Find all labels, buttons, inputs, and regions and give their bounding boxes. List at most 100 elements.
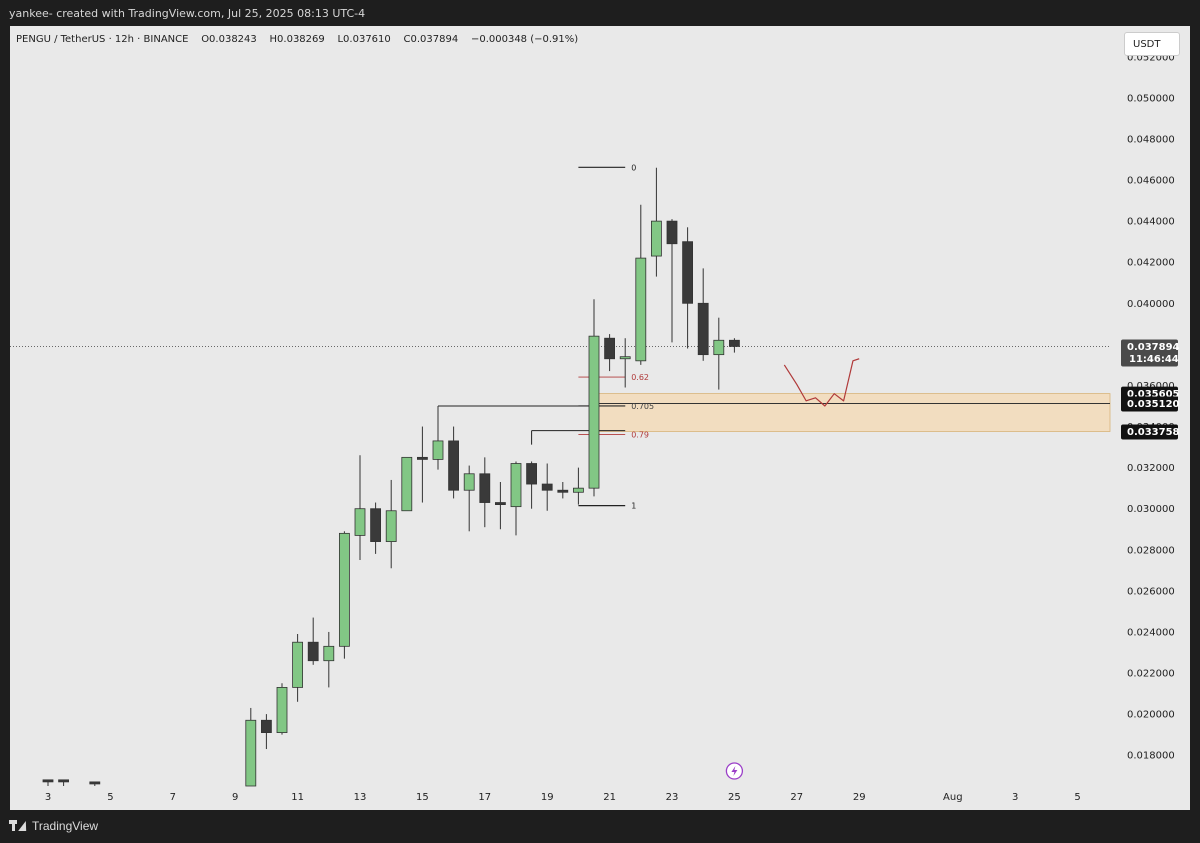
tradingview-logo[interactable]: TradingView xyxy=(9,819,98,833)
candle[interactable] xyxy=(338,531,350,659)
symbol-info: PENGU / TetherUS · 12h · BINANCE O0.0382… xyxy=(16,34,578,45)
x-tick-label: 29 xyxy=(853,792,866,803)
ohlc-high: H0.038269 xyxy=(269,34,325,45)
candle[interactable] xyxy=(354,455,366,561)
candle[interactable] xyxy=(588,299,600,497)
fib-level-label: 0.79 xyxy=(631,431,649,440)
candle[interactable] xyxy=(557,482,569,499)
candle[interactable] xyxy=(416,426,428,503)
candle[interactable] xyxy=(89,781,101,786)
candle-body xyxy=(494,502,506,505)
y-tick-label: 0.042000 xyxy=(1127,258,1175,269)
candle[interactable] xyxy=(635,204,647,365)
candle[interactable] xyxy=(292,634,304,702)
candle[interactable] xyxy=(307,617,319,665)
current-price-tag-label: 0.037894 xyxy=(1127,342,1180,353)
candle[interactable] xyxy=(729,338,740,353)
current-price-tag[interactable] xyxy=(1121,339,1178,367)
candle-body xyxy=(729,339,740,347)
candle[interactable] xyxy=(385,479,397,569)
candle[interactable] xyxy=(510,461,522,536)
candle[interactable] xyxy=(541,463,553,511)
projection-drawing[interactable] xyxy=(783,358,860,407)
candle[interactable] xyxy=(479,457,491,528)
candle[interactable] xyxy=(526,461,537,509)
candle[interactable] xyxy=(619,338,631,388)
symbol-interval[interactable]: 12h xyxy=(114,34,134,45)
candle-body xyxy=(510,463,522,508)
candle-body xyxy=(526,463,537,485)
x-tick-label: Aug xyxy=(943,792,963,803)
candle[interactable] xyxy=(401,456,413,512)
zone-price-tag-label: 0.033758 xyxy=(1127,427,1180,438)
candle[interactable] xyxy=(58,779,69,786)
candle-body xyxy=(666,220,678,245)
ohlc-open: O0.038243 xyxy=(201,34,257,45)
candle[interactable] xyxy=(666,219,678,343)
x-tick-label: 15 xyxy=(416,792,429,803)
candle-body xyxy=(385,510,397,542)
candle[interactable] xyxy=(448,426,460,499)
candle[interactable] xyxy=(682,227,693,349)
y-tick-label: 0.020000 xyxy=(1127,710,1175,721)
symbol-sep xyxy=(192,34,198,45)
candle[interactable] xyxy=(370,502,382,554)
candle[interactable] xyxy=(651,167,662,277)
symbol-sep xyxy=(328,34,334,45)
candle[interactable] xyxy=(260,714,272,750)
candle-body xyxy=(42,779,54,783)
symbol-sep: · xyxy=(137,34,144,45)
candle-body xyxy=(307,641,319,662)
x-tick-label: 27 xyxy=(790,792,803,803)
x-tick-label: 23 xyxy=(666,792,679,803)
candle-body xyxy=(276,687,288,733)
y-tick-label: 0.050000 xyxy=(1127,93,1175,104)
candle-body xyxy=(463,473,475,491)
x-tick-label: 5 xyxy=(107,792,113,803)
candle[interactable] xyxy=(713,317,725,390)
candle-body xyxy=(588,335,600,489)
candle-body xyxy=(651,220,662,257)
zone-price-tag[interactable] xyxy=(1121,396,1178,412)
y-tick-label: 0.032000 xyxy=(1127,463,1175,474)
y-tick-label: 0.052000 xyxy=(1127,52,1175,63)
symbol-exchange: BINANCE xyxy=(143,34,189,45)
y-tick-label: 0.030000 xyxy=(1127,504,1175,515)
zone-price-tag-label: 0.035120 xyxy=(1127,399,1180,410)
candle-body xyxy=(573,487,584,493)
candle[interactable] xyxy=(276,683,288,735)
candle[interactable] xyxy=(42,779,54,786)
candle[interactable] xyxy=(245,707,257,787)
candle-body xyxy=(323,645,335,662)
fib-level-label: 0 xyxy=(631,163,636,172)
y-tick-label: 0.036000 xyxy=(1127,381,1175,392)
candle[interactable] xyxy=(573,467,584,505)
y-tick-label: 0.028000 xyxy=(1127,545,1175,556)
price-chart[interactable]: 0 0.62 0.705 0.79 1 0.018000 0.020000 0.022000… xyxy=(10,26,1190,810)
y-tick-label: 0.026000 xyxy=(1127,586,1175,597)
x-tick-label: 11 xyxy=(291,792,304,803)
candle-body xyxy=(479,473,491,503)
candle-body xyxy=(713,339,725,356)
candle[interactable] xyxy=(432,406,444,470)
currency-selector[interactable]: USDT xyxy=(1124,32,1180,56)
fib-level-label: 0.62 xyxy=(631,373,649,382)
fib-level-label: 0.705 xyxy=(631,402,654,411)
ohlc-close: C0.037894 xyxy=(403,34,459,45)
candle[interactable] xyxy=(323,631,335,688)
chart-panel[interactable]: 0 0.62 0.705 0.79 1 0.018000 0.020000 0.022000… xyxy=(10,26,1190,810)
x-tick-label: 25 xyxy=(728,792,741,803)
x-tick-label: 13 xyxy=(354,792,367,803)
y-tick-label: 0.044000 xyxy=(1127,217,1175,228)
demand-zone[interactable] xyxy=(596,393,1111,432)
candle[interactable] xyxy=(697,268,709,361)
candle[interactable] xyxy=(463,465,475,532)
zone-price-tag[interactable] xyxy=(1121,424,1178,440)
x-tick-label: 9 xyxy=(232,792,238,803)
candle[interactable] xyxy=(604,334,615,372)
candle-body xyxy=(697,302,709,356)
x-tick-label: 19 xyxy=(541,792,554,803)
symbol-pair[interactable]: PENGU / TetherUS xyxy=(16,34,106,45)
x-tick-label: 3 xyxy=(45,792,51,803)
candle[interactable] xyxy=(494,482,506,530)
